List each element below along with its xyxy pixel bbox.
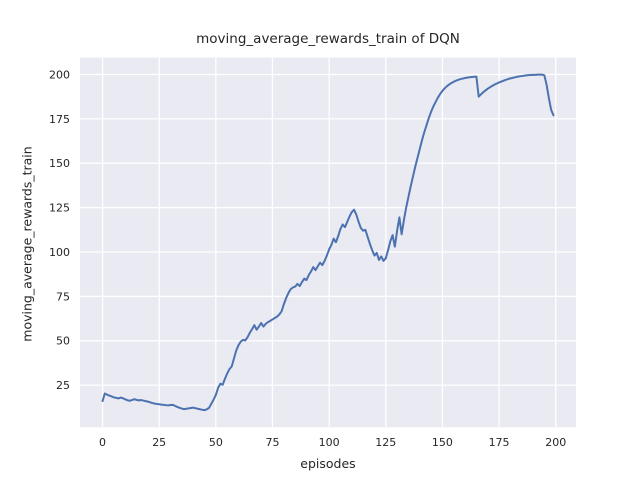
y-tick-label: 50 [56,335,70,348]
y-tick-label: 125 [49,202,70,215]
x-tick-label: 125 [375,436,396,449]
x-tick-label: 50 [209,436,223,449]
chart-title: moving_average_rewards_train of DQN [196,31,460,47]
x-tick-label: 150 [432,436,453,449]
x-tick-label: 100 [319,436,340,449]
y-axis-label: moving_average_rewards_train [19,146,35,342]
dqn-reward-line [101,73,555,412]
y-tick-label: 100 [49,246,70,259]
x-tick-label: 200 [545,436,566,449]
x-tick-label: 75 [265,436,279,449]
y-tick-label: 175 [49,113,70,126]
x-axis-label: episodes [300,456,356,471]
x-tick-label: 25 [152,436,166,449]
y-tick-label: 200 [49,68,70,81]
plot-background [80,57,576,428]
y-tick-label: 25 [56,379,70,392]
x-tick-label: 0 [99,436,106,449]
y-tick-label: 150 [49,157,70,170]
x-tick-label: 175 [489,436,510,449]
y-tick-label: 75 [56,290,70,303]
